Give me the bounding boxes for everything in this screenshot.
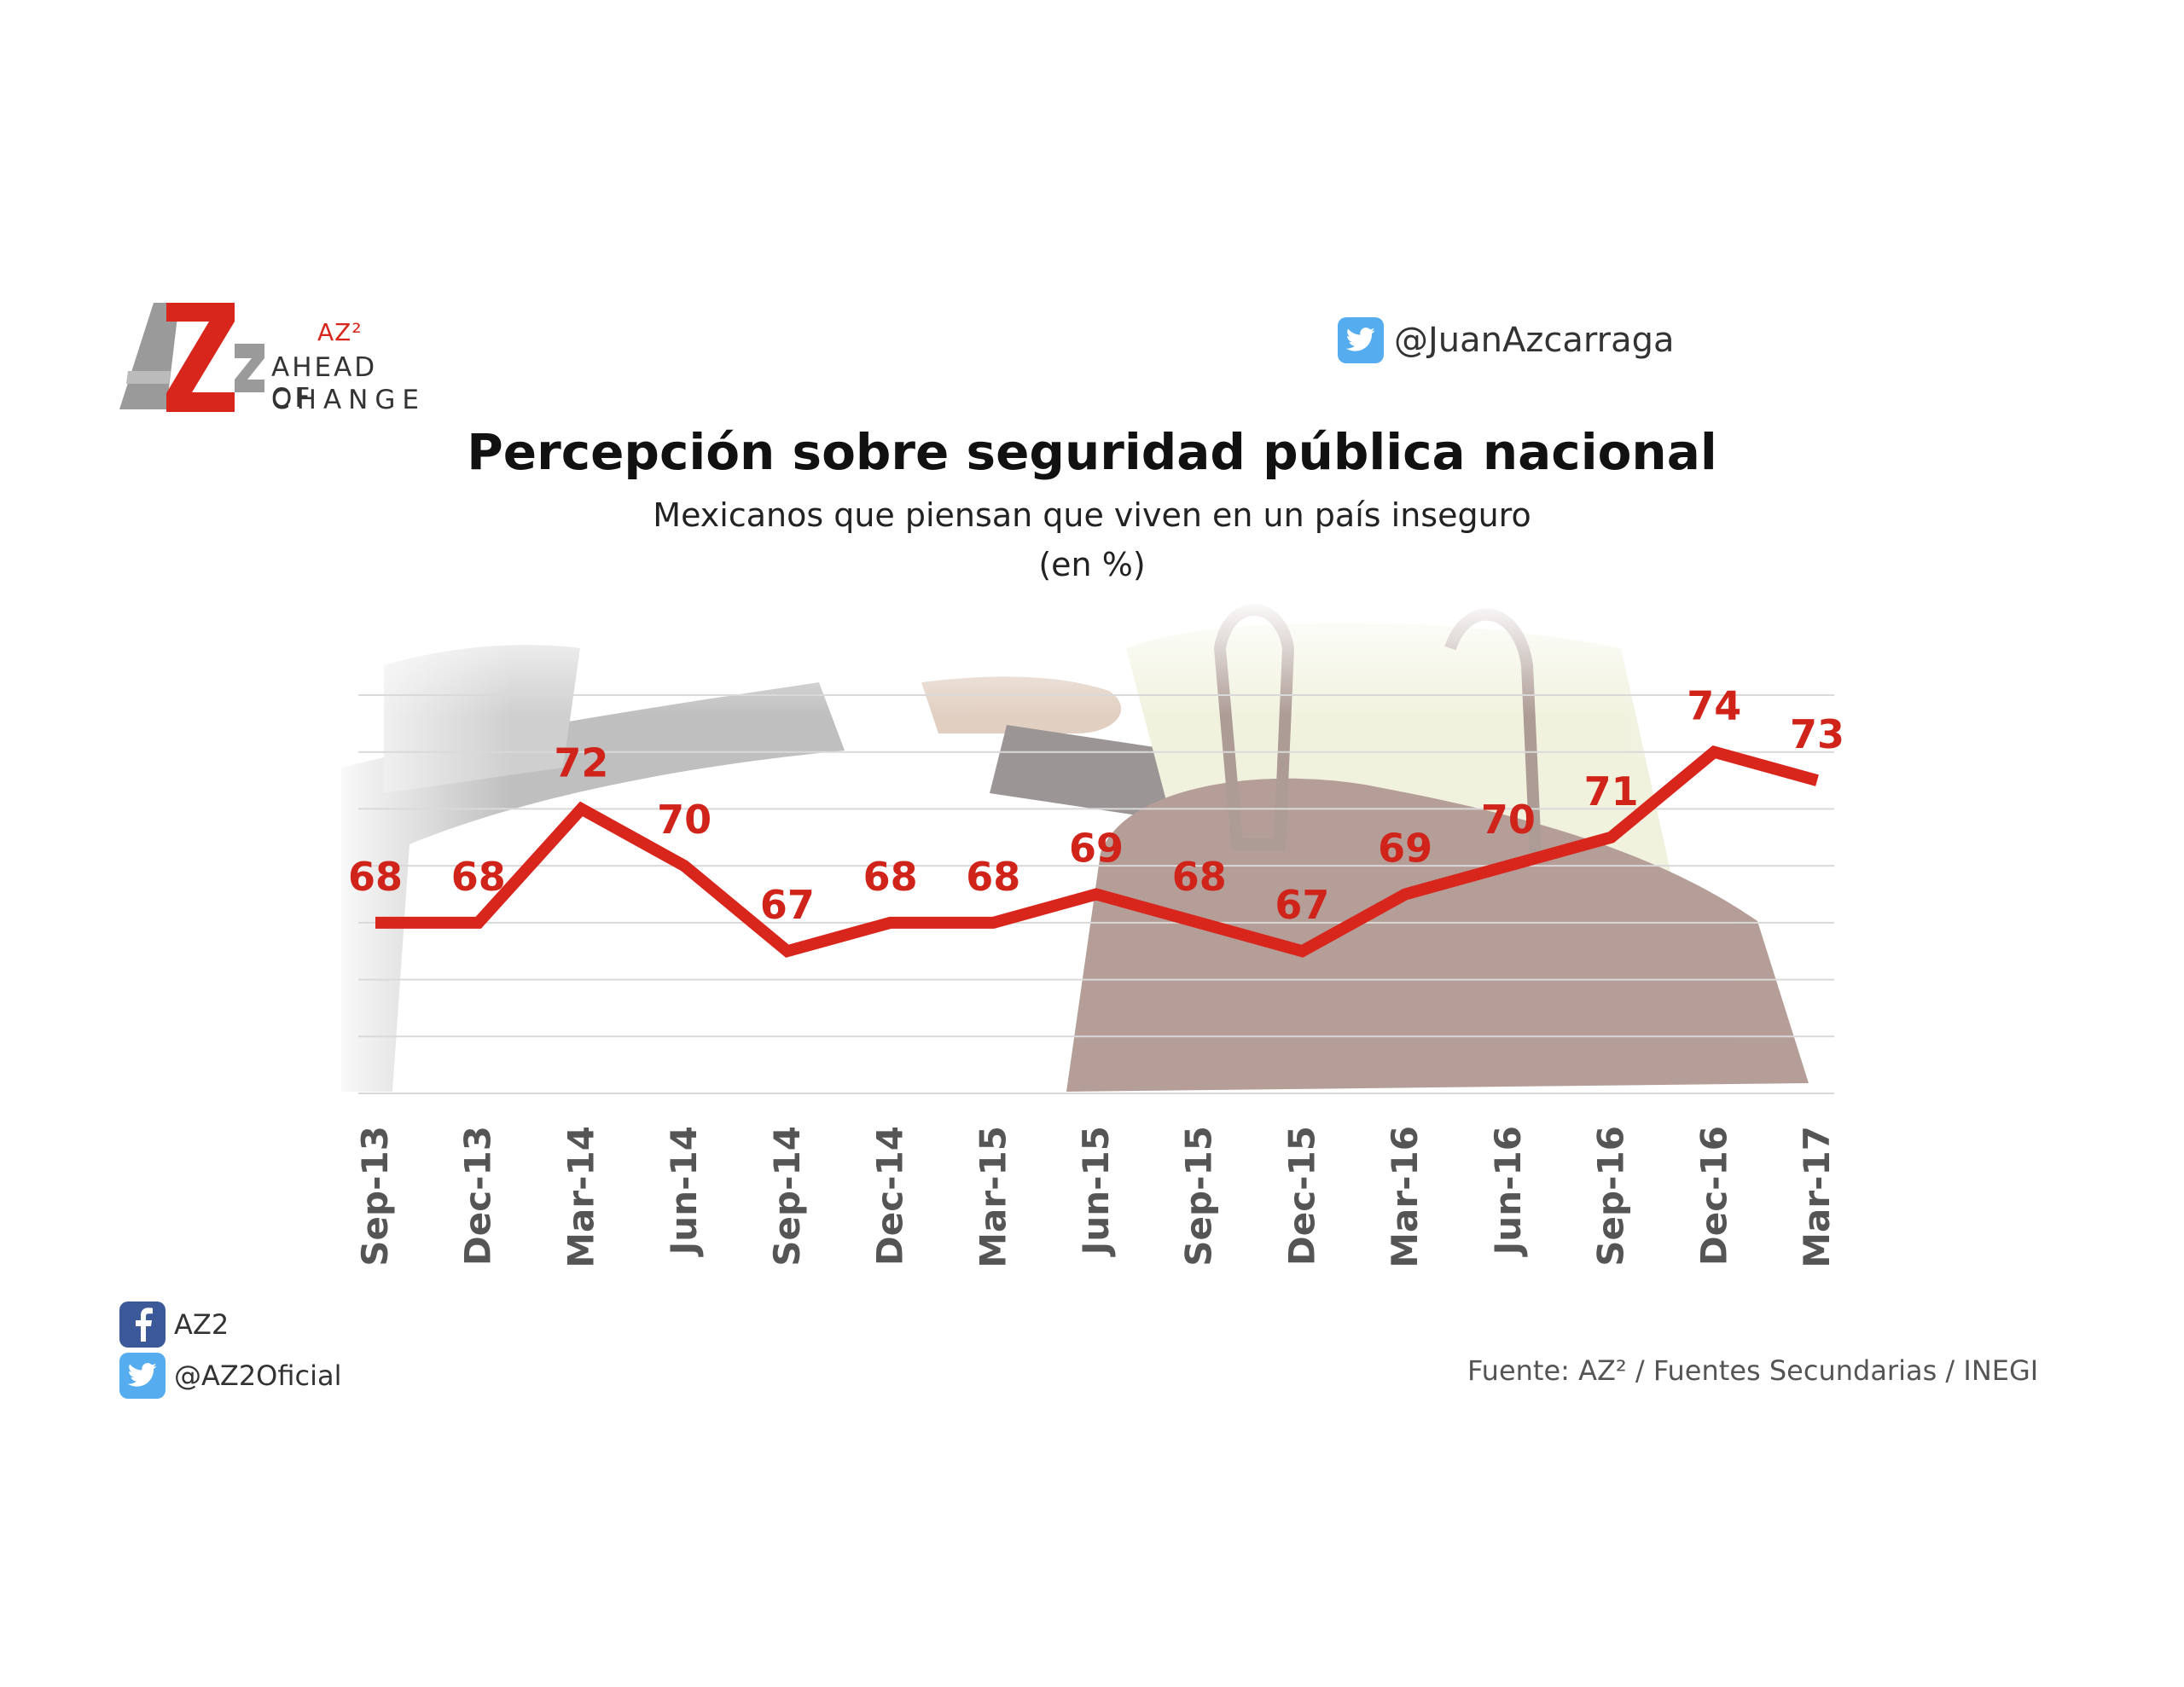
series-line <box>375 745 1819 958</box>
data-label: 68 <box>966 854 1020 900</box>
data-label: 71 <box>1584 768 1639 815</box>
data-label: 70 <box>657 797 712 843</box>
data-label: 73 <box>1790 711 1844 757</box>
source-note: Fuente: AZ² / Fuentes Secundarias / INEG… <box>1467 1354 2039 1387</box>
logo-line-ahead-of: AHEAD OF <box>271 352 378 414</box>
logo-line-change: CHANGE <box>271 385 426 415</box>
logo-superscript: AZ² <box>317 318 363 346</box>
data-label: 74 <box>1687 683 1741 729</box>
header-twitter-text: @JuanAzcarraga <box>1394 321 1675 360</box>
x-tick-label: Mar-14 <box>560 1126 601 1268</box>
footer-facebook-label: AZ2 <box>174 1308 229 1341</box>
x-tick-label: Sep-15 <box>1178 1126 1220 1267</box>
chart-units: (en %) <box>1038 546 1146 583</box>
data-label: 69 <box>1378 826 1432 872</box>
data-label: 70 <box>1481 797 1536 843</box>
x-tick-label: Dec-14 <box>869 1126 911 1266</box>
data-label: 68 <box>863 854 918 900</box>
header-twitter-handle[interactable]: @JuanAzcarraga <box>1338 317 1674 363</box>
az2-logo: AZ² AHEAD OF CHANGE <box>119 303 427 422</box>
twitter-icon <box>1338 317 1384 363</box>
facebook-icon <box>119 1301 166 1348</box>
x-tick-label: Dec-15 <box>1281 1126 1322 1266</box>
footer-twitter[interactable]: @AZ2Oficial <box>119 1353 342 1399</box>
data-label: 67 <box>760 882 815 928</box>
chart-title: Percepción sobre seguridad pública nacio… <box>467 423 1717 481</box>
twitter-icon <box>119 1353 166 1399</box>
x-tick-label: Sep-16 <box>1590 1126 1632 1267</box>
footer-facebook[interactable]: AZ2 <box>119 1301 229 1348</box>
chart-subtitle: Mexicanos que piensan que viven en un pa… <box>653 496 1531 534</box>
data-label: 69 <box>1069 826 1124 872</box>
data-label: 68 <box>451 854 506 900</box>
x-tick-label: Sep-13 <box>354 1126 396 1267</box>
footer-twitter-label: @AZ2Oficial <box>174 1359 342 1392</box>
x-tick-label: Jun-16 <box>1487 1126 1529 1257</box>
data-label: 72 <box>554 739 608 786</box>
az2-logo-mark <box>119 303 264 412</box>
x-tick-label: Mar-17 <box>1796 1126 1838 1268</box>
x-tick-label: Dec-16 <box>1693 1126 1734 1266</box>
x-tick-label: Mar-15 <box>972 1126 1014 1268</box>
data-label: 68 <box>348 854 403 900</box>
x-tick-label: Jun-15 <box>1075 1126 1117 1257</box>
x-tick-label: Mar-16 <box>1384 1126 1426 1268</box>
data-label: 68 <box>1172 854 1227 900</box>
data-label: 67 <box>1275 882 1329 928</box>
x-tick-label: Dec-13 <box>457 1126 499 1266</box>
x-tick-label: Jun-14 <box>663 1126 705 1257</box>
x-tick-label: Sep-14 <box>766 1126 808 1267</box>
